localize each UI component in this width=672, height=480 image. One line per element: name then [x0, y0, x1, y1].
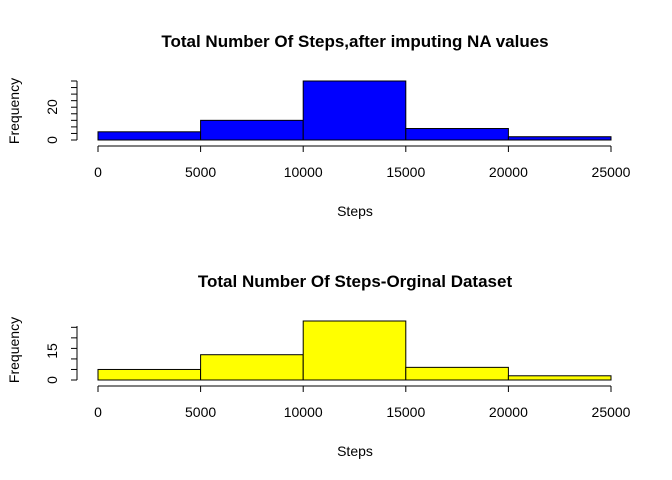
x-tick-label: 5000 [185, 404, 216, 420]
x-tick-label: 15000 [386, 404, 425, 420]
y-tick-label-20: 20 [44, 99, 60, 115]
x-ticks: 0 5000 10000 15000 20000 25000 [94, 386, 631, 420]
x-tick-label: 20000 [489, 164, 528, 180]
histogram-bar [97, 131, 202, 141]
y-tick-label-0: 0 [44, 136, 60, 144]
histogram-bar [302, 320, 407, 381]
histogram-bar [200, 119, 304, 141]
x-tick-label: 15000 [386, 164, 425, 180]
histogram-bar [302, 80, 407, 141]
x-axis-label: Steps [337, 443, 373, 459]
x-tick-label: 10000 [284, 404, 323, 420]
bars [97, 80, 612, 141]
x-tick-label: 5000 [185, 164, 216, 180]
histogram-bar [97, 368, 202, 381]
x-ticks: 0 5000 10000 15000 20000 25000 [94, 146, 631, 180]
histogram-bar [405, 128, 509, 141]
histogram-bar [405, 366, 509, 381]
x-tick-label: 10000 [284, 164, 323, 180]
x-tick-label: 0 [94, 404, 102, 420]
y-ticks [71, 326, 77, 381]
y-axis-label: Frequency [6, 317, 22, 383]
y-tick-label-0: 0 [44, 376, 60, 384]
histogram-bar [200, 354, 304, 381]
y-ticks [71, 80, 77, 141]
x-tick-label: 25000 [592, 404, 631, 420]
histogram-bar [507, 375, 612, 381]
panel-imputed: Total Number Of Steps,after imputing NA … [6, 32, 631, 219]
y-tick-label-15: 15 [44, 343, 60, 359]
bars [97, 320, 612, 381]
x-tick-label: 0 [94, 164, 102, 180]
chart-title: Total Number Of Steps-Orginal Dataset [198, 272, 513, 291]
x-axis-label: Steps [337, 203, 373, 219]
x-tick-label: 20000 [489, 404, 528, 420]
histogram-bar [507, 136, 612, 141]
y-axis-label: Frequency [6, 78, 22, 144]
panel-original: Total Number Of Steps-Orginal Dataset 0 5… [6, 272, 631, 459]
x-tick-label: 25000 [592, 164, 631, 180]
chart-title: Total Number Of Steps,after imputing NA … [161, 32, 548, 51]
